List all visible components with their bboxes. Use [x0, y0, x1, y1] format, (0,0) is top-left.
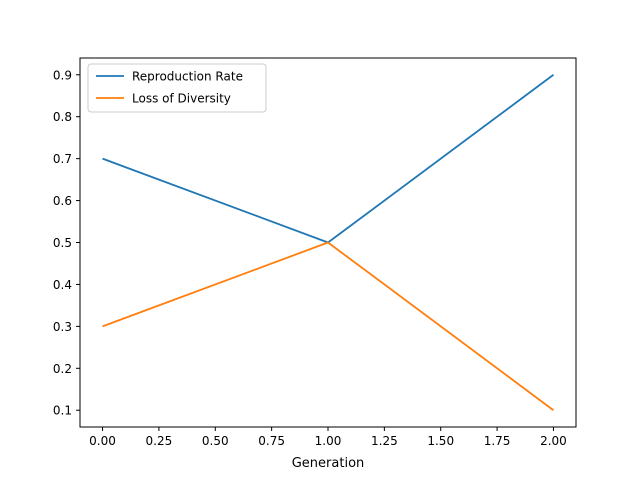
y-tick-label: 0.6 — [53, 194, 72, 208]
y-axis-ticks: 0.1 0.2 0.3 0.4 0.5 0.6 0.7 0.8 0.9 — [53, 68, 80, 418]
y-tick-label: 0.1 — [53, 404, 72, 418]
series-lines — [102, 74, 554, 411]
y-tick-label: 0.4 — [53, 278, 72, 292]
x-tick-label: 0.25 — [146, 434, 173, 448]
x-axis-label: Generation — [292, 456, 365, 471]
x-tick-label: 1.75 — [484, 434, 511, 448]
x-tick-label: 0.75 — [258, 434, 285, 448]
y-tick-label: 0.8 — [53, 110, 72, 124]
legend-label: Loss of Diversity — [132, 92, 231, 106]
legend-label: Reproduction Rate — [132, 70, 243, 84]
x-tick-label: 1.50 — [427, 434, 454, 448]
series-line-1 — [102, 241, 554, 411]
x-tick-label: 2.00 — [540, 434, 567, 448]
y-tick-label: 0.2 — [53, 362, 72, 376]
y-tick-label: 0.7 — [53, 152, 72, 166]
y-tick-label: 0.3 — [53, 320, 72, 334]
x-tick-label: 1.25 — [371, 434, 398, 448]
y-tick-label: 0.9 — [53, 68, 72, 82]
x-tick-label: 0.50 — [202, 434, 229, 448]
x-tick-label: 0.00 — [89, 434, 116, 448]
legend: Reproduction Rate Loss of Diversity — [87, 63, 267, 113]
x-axis-ticks: 0.00 0.25 0.50 0.75 1.00 1.25 1.50 1.75 2.00 — [89, 427, 567, 448]
legend-box — [87, 63, 267, 113]
axes-frame — [79, 57, 577, 428]
y-tick-label: 0.5 — [53, 236, 72, 250]
x-tick-label: 1.00 — [315, 434, 342, 448]
